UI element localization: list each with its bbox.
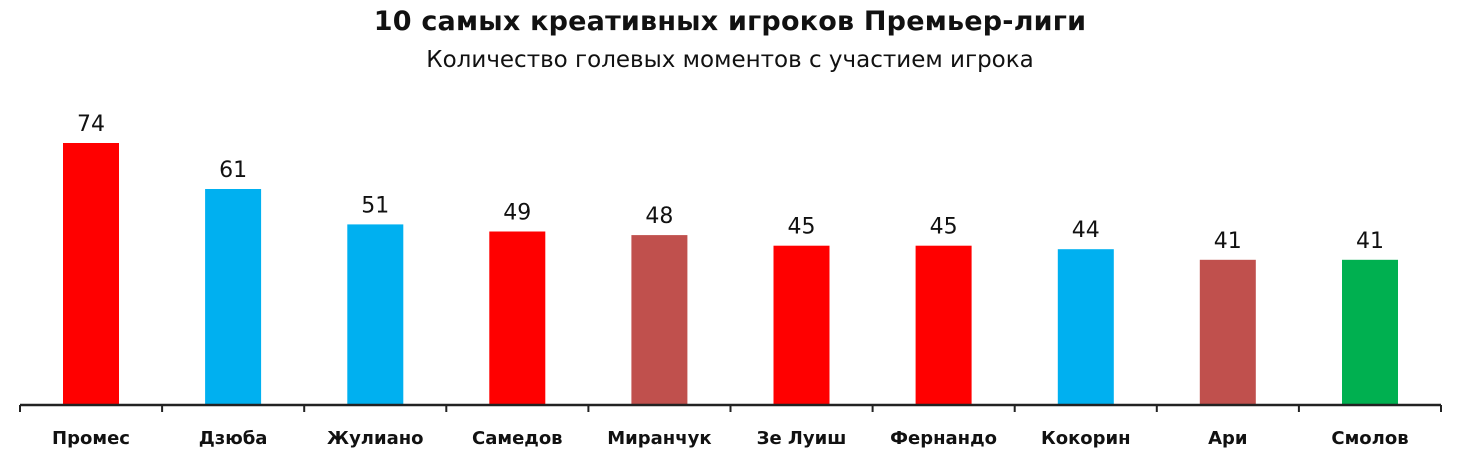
data-label-7: 45 — [930, 215, 958, 240]
data-label-6: 45 — [788, 215, 816, 240]
bar-6 — [773, 245, 830, 405]
category-label-2: Дзюба — [199, 428, 268, 449]
data-label-3: 51 — [361, 193, 389, 218]
chart-subtitle: Количество голевых моментов с участием и… — [426, 47, 1034, 73]
bar-4 — [489, 231, 546, 405]
data-label-1: 74 — [77, 112, 105, 137]
bar-7 — [915, 245, 972, 405]
category-labels-group: Промес Дзюба Жулиано Самедов Миранчук Зе Луиш… — [52, 428, 1409, 449]
data-label-9: 41 — [1214, 229, 1242, 254]
bar-10 — [1342, 259, 1398, 405]
data-label-5: 48 — [645, 204, 673, 229]
bar-9 — [1199, 259, 1256, 405]
bar-2 — [205, 189, 262, 405]
bars-group — [63, 143, 1398, 405]
bar-1 — [63, 143, 119, 405]
bar-8 — [1057, 249, 1114, 405]
data-label-10: 41 — [1356, 229, 1384, 254]
chart-title: 10 самых креативных игроков Премьер-лиги — [373, 6, 1087, 37]
category-label-1: Промес — [52, 428, 130, 449]
category-label-7: Фернандо — [890, 428, 997, 449]
category-label-6: Зе Луиш — [757, 428, 847, 449]
data-label-2: 61 — [219, 158, 247, 183]
category-label-8: Кокорин — [1041, 428, 1131, 449]
category-label-4: Самедов — [472, 428, 563, 449]
bar-5 — [631, 235, 688, 405]
bar-3 — [347, 224, 404, 405]
category-label-3: Жулиано — [327, 428, 424, 449]
category-label-10: Смолов — [1331, 428, 1408, 449]
category-label-5: Миранчук — [607, 428, 711, 449]
data-label-8: 44 — [1072, 218, 1100, 243]
category-label-9: Ари — [1208, 428, 1247, 449]
value-labels-group: 74 61 51 49 48 45 45 44 41 41 — [77, 112, 1384, 254]
data-label-4: 49 — [503, 201, 531, 226]
x-axis — [19, 403, 1442, 412]
